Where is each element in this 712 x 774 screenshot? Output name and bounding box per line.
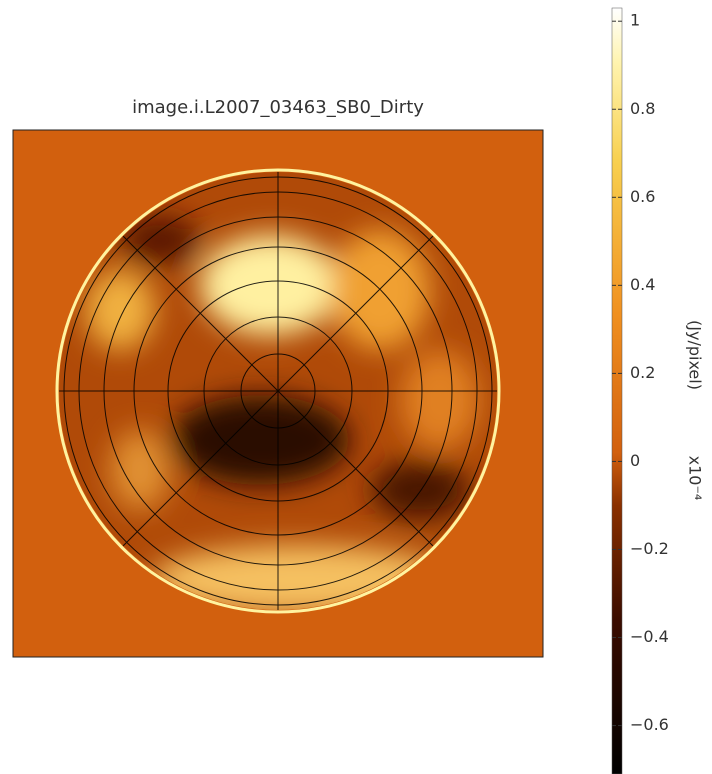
colorbar-tick-label: 0.4 (630, 275, 655, 294)
colorbar-tick-label: 0.6 (630, 187, 655, 206)
colorbar-tick-label: 0 (630, 451, 640, 470)
colorbar-scale: x10⁻⁴ (686, 456, 705, 501)
colorbar-tick-label: −0.6 (630, 715, 669, 734)
chart-title: image.i.L2007_03463_SB0_Dirty (132, 97, 424, 118)
colorbar-tick-label: −0.2 (630, 539, 669, 558)
colorbar-tick-label: −0.4 (630, 627, 669, 646)
chart: image.i.L2007_03463_SB0_Dirty (0, 0, 712, 774)
sky-image (13, 130, 543, 657)
colorbar-tick-label: 0.2 (630, 363, 655, 382)
colorbar (612, 8, 622, 774)
colorbar-label: (Jy/pixel) (686, 320, 705, 390)
colorbar-tick-label: 0.8 (630, 99, 655, 118)
colorbar-tick-label: 1 (630, 11, 640, 30)
